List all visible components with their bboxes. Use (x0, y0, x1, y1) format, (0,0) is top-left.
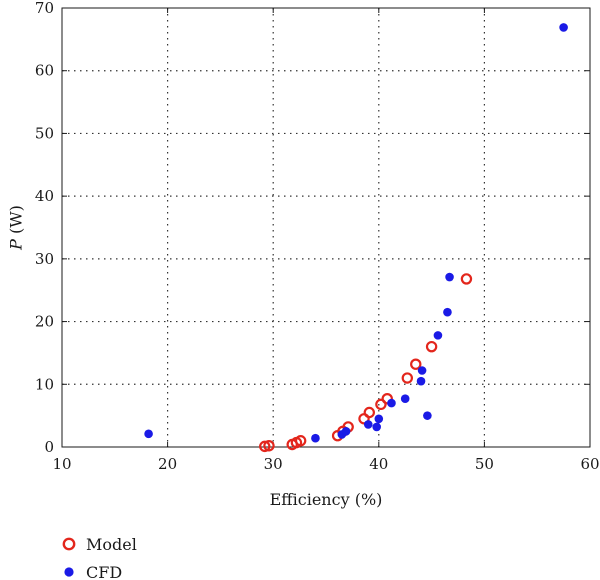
y-tick-label: 10 (35, 375, 54, 393)
plot-frame (61, 7, 591, 448)
x-tick-label: 60 (580, 455, 599, 473)
y-tick-label: 20 (35, 313, 54, 331)
legend-cfd-marker (64, 567, 74, 577)
x-axis-label: Efficiency (%) (270, 490, 383, 509)
x-tick-label: 30 (264, 455, 283, 473)
cfd-point (311, 433, 320, 443)
y-tick-label: 60 (35, 62, 54, 80)
y-tick-label: 0 (44, 438, 54, 456)
data-points (144, 23, 568, 453)
model-point (375, 398, 387, 411)
cfd-point (363, 420, 373, 429)
model-point (363, 406, 375, 419)
model-point (259, 440, 271, 453)
legend-model-label: Model (86, 535, 137, 554)
x-tick-label: 50 (475, 455, 494, 473)
x-tick-label: 20 (158, 455, 177, 473)
cfd-point (416, 376, 426, 386)
y-tick-label: 70 (35, 0, 54, 17)
cfd-point (559, 23, 568, 32)
legend-cfd-label: CFD (86, 563, 122, 580)
cfd-point (400, 394, 410, 404)
model-point (410, 358, 422, 370)
legend-model-marker (62, 537, 76, 551)
x-tick-label: 10 (52, 455, 71, 473)
cfd-point (341, 427, 351, 436)
model-point (425, 340, 438, 353)
cfd-point (445, 272, 454, 282)
cfd-point (372, 422, 381, 432)
cfd-point (417, 366, 427, 375)
y-tick-label: 30 (35, 250, 54, 268)
model-point (263, 440, 275, 452)
model-point (294, 435, 307, 447)
model-point (401, 372, 414, 384)
cfd-point (423, 411, 432, 420)
cfd-point (144, 429, 153, 439)
y-axis-label: P (W) (7, 205, 26, 251)
y-axis-label-variable: P (7, 239, 26, 251)
grid-lines (62, 8, 590, 447)
legend: Model CFD (62, 535, 137, 580)
cfd-point (443, 307, 452, 317)
y-tick-label: 50 (35, 124, 54, 142)
y-tick-label: 40 (35, 187, 54, 205)
cfd-point (387, 398, 396, 408)
y-axis-label-unit: (W) (7, 205, 26, 239)
model-point (460, 273, 473, 285)
cfd-point (433, 331, 443, 340)
x-tick-label: 40 (369, 455, 388, 473)
cfd-point (374, 414, 384, 424)
